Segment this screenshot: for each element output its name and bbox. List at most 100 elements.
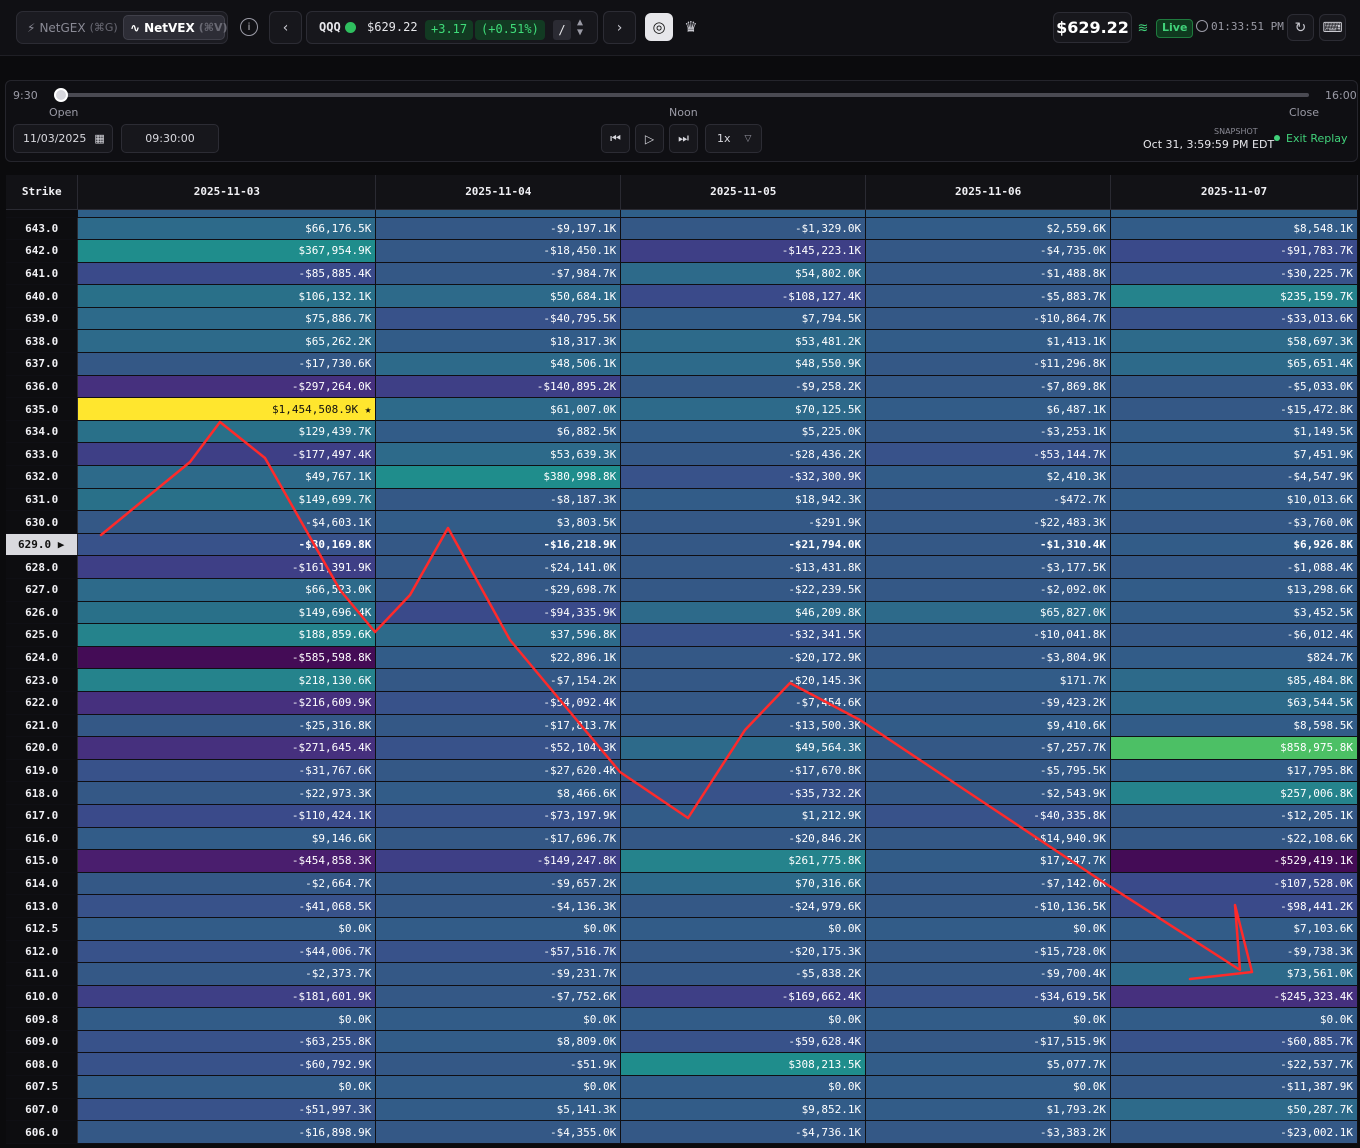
table-row[interactable]: 622.0 -$216,609.9K -$54,092.4K -$7,454.6K -$… [6, 691, 1358, 715]
value-cell[interactable]: -$7,752.6K [375, 985, 622, 1009]
date-input[interactable]: 11/03/2025 ▦ [13, 124, 113, 153]
value-cell[interactable]: -$20,145.3K [620, 668, 867, 692]
value-cell[interactable]: -$1,329.0K [620, 217, 867, 241]
value-cell[interactable]: -$29,698.7K [375, 578, 622, 602]
value-cell[interactable]: -$12,205.1K [1110, 804, 1358, 828]
exit-replay-button[interactable]: Exit Replay [1286, 132, 1348, 145]
speed-select[interactable]: 1x ▽ [705, 124, 762, 153]
value-cell[interactable]: -$54,092.4K [375, 691, 622, 715]
value-cell[interactable]: -$4,603.1K [77, 510, 377, 534]
table-row[interactable]: 633.0 -$177,497.4K $53,639.3K -$28,436.2K -$… [6, 442, 1358, 467]
value-cell[interactable]: -$140,895.2K [375, 375, 622, 399]
next-ticker-button[interactable]: › [603, 11, 636, 44]
value-cell[interactable]: -$529,419.1K [1110, 849, 1358, 873]
table-row[interactable]: 640.0 $106,132.1K $50,684.1K -$108,127.4K -$… [6, 284, 1358, 308]
table-row[interactable]: 607.0 -$51,997.3K $5,141.3K $9,852.1K $1,793… [6, 1098, 1358, 1122]
value-cell[interactable]: $6,487.1K [865, 397, 1112, 421]
table-row[interactable]: 638.0 $65,262.2K $18,317.3K $53,481.2K $1,41… [6, 329, 1358, 354]
value-cell[interactable]: -$73,197.9K [375, 804, 622, 828]
value-cell[interactable]: $9,852.1K [620, 1098, 867, 1122]
value-cell[interactable]: $54,802.0K [620, 262, 867, 286]
value-cell[interactable]: -$10,136.5K [865, 894, 1112, 918]
value-cell[interactable]: $48,506.1K [375, 352, 622, 376]
table-row[interactable]: 619.0 -$31,767.6K -$27,620.4K -$17,670.8K -$… [6, 759, 1358, 783]
value-cell[interactable]: $73,561.0K [1110, 962, 1358, 986]
table-row[interactable]: 609.8 $0.0K $0.0K $0.0K $0.0K $0.0K [6, 1007, 1358, 1031]
value-cell[interactable]: -$9,657.2K [375, 872, 622, 896]
value-cell[interactable]: -$5,795.5K [865, 759, 1112, 783]
value-cell[interactable]: $66,523.0K [77, 578, 377, 602]
value-cell[interactable]: -$1,088.4K [1110, 555, 1358, 579]
value-cell[interactable]: -$57,516.7K [375, 940, 622, 964]
value-cell[interactable]: -$17,515.9K [865, 1030, 1112, 1054]
value-cell[interactable]: $1,793.2K [865, 1098, 1112, 1122]
value-cell[interactable]: $18,942.3K [620, 488, 867, 512]
value-cell[interactable]: $367,954.9K [77, 239, 377, 263]
value-cell[interactable]: -$35,732.2K [620, 781, 867, 805]
value-cell[interactable]: $824.7K [1110, 646, 1358, 670]
value-cell[interactable]: -$25,316.8K [77, 714, 377, 738]
value-cell[interactable]: $66,176.5K [77, 217, 377, 241]
value-cell[interactable]: $261,775.8K [620, 849, 867, 873]
netgex-tab[interactable]: ⚡ NetGEX (⌘G) [21, 15, 121, 40]
value-cell[interactable]: $149,699.7K [77, 488, 377, 512]
value-cell[interactable]: -$291.9K [620, 510, 867, 534]
table-row[interactable]: 606.0 -$16,898.9K -$4,355.0K -$4,736.1K -$3,… [6, 1120, 1358, 1144]
value-cell[interactable]: $37,596.8K [375, 623, 622, 647]
value-cell[interactable]: -$7,154.2K [375, 668, 622, 692]
value-cell[interactable]: $1,454,508.9K ★ [77, 397, 377, 421]
value-cell[interactable]: -$33,013.6K [1110, 307, 1358, 331]
table-row[interactable]: 631.0 $149,699.7K -$8,187.3K $18,942.3K -$47… [6, 488, 1358, 512]
value-cell[interactable]: $149,696.4K [77, 601, 377, 625]
value-cell[interactable]: $7,794.5K [620, 307, 867, 331]
value-cell[interactable]: -$17,813.7K [375, 714, 622, 738]
value-cell[interactable]: $0.0K [77, 1007, 377, 1031]
value-cell[interactable]: -$4,136.3K [375, 894, 622, 918]
crown-icon[interactable]: ♛ [684, 18, 698, 36]
value-cell[interactable]: $0.0K [620, 1075, 867, 1099]
value-cell[interactable]: -$216,609.9K [77, 691, 377, 715]
value-cell[interactable]: -$3,383.2K [865, 1120, 1112, 1144]
value-cell[interactable]: -$454,858.3K [77, 849, 377, 873]
value-cell[interactable]: $0.0K [865, 1007, 1112, 1031]
value-cell[interactable]: $10,013.6K [1110, 488, 1358, 512]
skip-forward-button[interactable]: ⏭ [669, 124, 698, 153]
value-cell[interactable]: $129,439.7K [77, 420, 377, 444]
value-cell[interactable]: -$13,500.3K [620, 714, 867, 738]
table-row[interactable]: 626.0 $149,696.4K -$94,335.9K $46,209.8K $65… [6, 601, 1358, 625]
value-cell[interactable]: -$9,738.3K [1110, 940, 1358, 964]
value-cell[interactable]: $8,548.1K [1110, 217, 1358, 241]
table-row[interactable]: 642.0 $367,954.9K -$18,450.1K -$145,223.1K -… [6, 239, 1358, 263]
value-cell[interactable]: -$22,973.3K [77, 781, 377, 805]
value-cell[interactable]: -$22,239.5K [620, 578, 867, 602]
value-cell[interactable]: $61,007.0K [375, 397, 622, 421]
value-cell[interactable]: -$3,760.0K [1110, 510, 1358, 534]
value-cell[interactable]: $0.0K [375, 1075, 622, 1099]
value-cell[interactable]: -$9,231.7K [375, 962, 622, 986]
value-cell[interactable]: -$91,783.7K [1110, 239, 1358, 263]
value-cell[interactable]: $5,077.7K [865, 1052, 1112, 1077]
value-cell[interactable]: -$5,838.2K [620, 962, 867, 986]
value-cell[interactable]: -$41,068.5K [77, 894, 377, 918]
value-cell[interactable]: $0.0K [620, 917, 867, 941]
value-cell[interactable]: -$30,225.7K [1110, 262, 1358, 286]
value-cell[interactable]: $0.0K [865, 1075, 1112, 1099]
value-cell[interactable]: $6,882.5K [375, 420, 622, 444]
table-row[interactable]: 635.0 $1,454,508.9K ★ $61,007.0K $70,125.5K… [6, 397, 1358, 421]
sort-icon[interactable]: ▲ ▼ [577, 17, 584, 38]
value-cell[interactable]: $48,550.9K [620, 352, 867, 376]
table-row[interactable]: 620.0 -$271,645.4K -$52,104.3K $49,564.3K -$… [6, 736, 1358, 760]
value-cell[interactable]: -$108,127.4K [620, 284, 867, 308]
table-row[interactable]: 613.0 -$41,068.5K -$4,136.3K -$24,979.6K -$1… [6, 894, 1358, 918]
table-row[interactable]: 632.0 $49,767.1K $380,998.8K -$32,300.9K $2,… [6, 465, 1358, 489]
value-cell[interactable]: $8,466.6K [375, 781, 622, 805]
value-cell[interactable]: -$20,175.3K [620, 940, 867, 964]
value-cell[interactable]: -$110,424.1K [77, 804, 377, 828]
value-cell[interactable]: -$145,223.1K [620, 239, 867, 263]
value-cell[interactable]: $18,317.3K [375, 329, 622, 354]
table-row[interactable]: 617.0 -$110,424.1K -$73,197.9K $1,212.9K -$4… [6, 804, 1358, 828]
value-cell[interactable]: -$30,169.8K [77, 533, 377, 557]
table-row[interactable]: 612.0 -$44,006.7K -$57,516.7K -$20,175.3K -$… [6, 940, 1358, 964]
value-cell[interactable]: -$21,794.0K [620, 533, 867, 557]
value-cell[interactable]: $2,559.6K [865, 217, 1112, 241]
